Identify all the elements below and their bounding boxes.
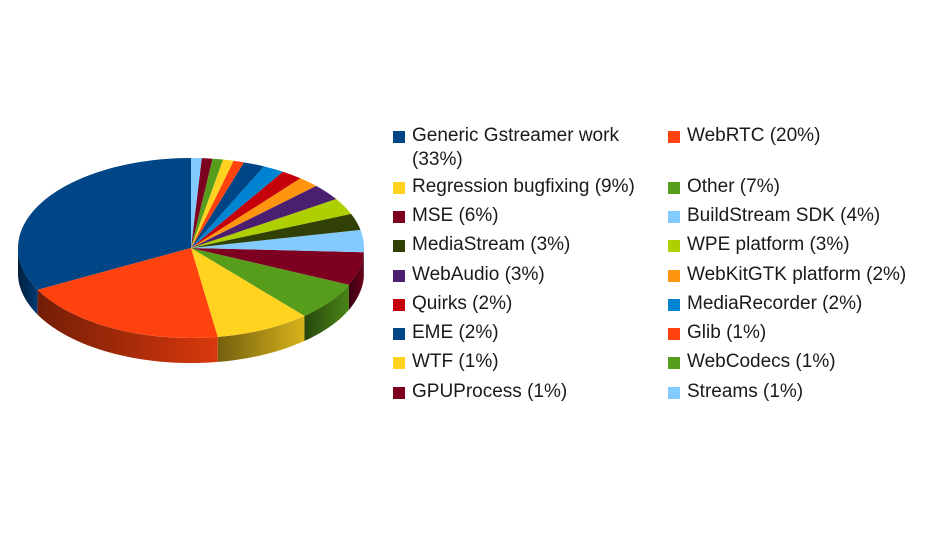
legend-label: Glib (1%) [687, 321, 943, 345]
legend-swatch [393, 211, 405, 223]
legend-swatch [393, 270, 405, 282]
legend-label: Regression bugfixing (9%) [412, 175, 672, 199]
legend-label: MediaStream (3%) [412, 233, 672, 257]
legend-swatch [668, 328, 680, 340]
legend-label: Other (7%) [687, 175, 943, 199]
legend-label: Quirks (2%) [412, 292, 672, 316]
legend-swatch [668, 299, 680, 311]
legend-label: WebKitGTK platform (2%) [687, 263, 943, 287]
legend-swatch [393, 328, 405, 340]
pie-top [18, 158, 364, 338]
legend-swatch [668, 357, 680, 369]
legend-label: MediaRecorder (2%) [687, 292, 943, 316]
legend-label: WebAudio (3%) [412, 263, 672, 287]
legend-swatch [668, 131, 680, 143]
legend-label: WTF (1%) [412, 350, 672, 374]
legend-label: Streams (1%) [687, 380, 943, 404]
legend-swatch [668, 182, 680, 194]
legend-label: Generic Gstreamer work (33%) [412, 124, 672, 172]
legend-swatch [668, 270, 680, 282]
legend-swatch [393, 387, 405, 399]
legend-swatch [668, 211, 680, 223]
legend-label: EME (2%) [412, 321, 672, 345]
legend-swatch [393, 131, 405, 143]
legend-label: MSE (6%) [412, 204, 672, 228]
legend-label: GPUProcess (1%) [412, 380, 672, 404]
legend-swatch [393, 357, 405, 369]
legend-label: WPE platform (3%) [687, 233, 943, 257]
legend-swatch [393, 299, 405, 311]
legend-label: BuildStream SDK (4%) [687, 204, 943, 228]
legend-swatch [393, 240, 405, 252]
legend-swatch [668, 240, 680, 252]
legend-swatch [668, 387, 680, 399]
legend-label: WebCodecs (1%) [687, 350, 943, 374]
legend-swatch [393, 182, 405, 194]
legend-label: WebRTC (20%) [687, 124, 943, 148]
